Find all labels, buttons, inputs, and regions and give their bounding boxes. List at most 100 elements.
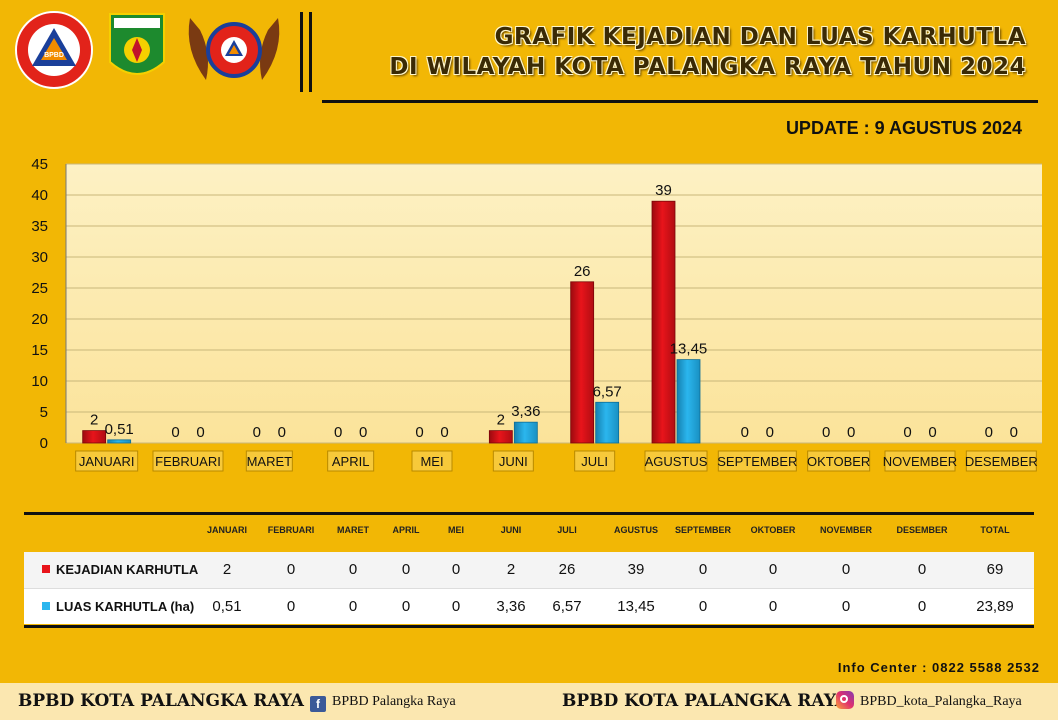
x-tick-label: JUNI (499, 454, 528, 469)
table-cell: 0 (768, 561, 778, 578)
table-column-header: NOVEMBER (819, 525, 873, 535)
table-cell: 2 (506, 561, 516, 578)
table-column-header: MARET (337, 525, 369, 535)
data-label-kejadian: 2 (497, 412, 505, 429)
data-label-luas: 0 (278, 424, 286, 441)
x-tick-label: MEI (420, 454, 443, 469)
x-category-box (152, 450, 224, 472)
row-label-text: KEJADIAN KARHUTLA (56, 562, 199, 577)
table-row-kejadian: KEJADIAN KARHUTLA 2 0 0 0 0 2 26 39 0 0 0 0 69 (24, 552, 1034, 588)
table-cell: 23,89 (976, 598, 1014, 615)
legend-swatch-kejadian (42, 565, 50, 573)
data-label-luas: 13,45 (670, 341, 708, 358)
table-cell: 0 (841, 598, 851, 615)
instagram-icon (836, 691, 854, 709)
x-tick-label: OKTOBER (807, 454, 870, 469)
data-label-luas: 0 (196, 424, 204, 441)
data-label-luas: 0,51 (105, 421, 134, 438)
y-tick-label: 40 (31, 187, 48, 204)
footer-instagram[interactable]: BPBD_kota_Palangka_Raya (836, 683, 1022, 720)
y-tick-label: 25 (31, 280, 48, 297)
bar-luas (676, 359, 701, 444)
x-tick-label: JULI (581, 454, 608, 469)
data-label-kejadian: 2 (90, 412, 98, 429)
x-tick-label: AGUSTUS (645, 454, 708, 469)
title-line-1: GRAFIK KEJADIAN DAN LUAS KARHUTLA (494, 24, 1026, 50)
table-cell: 0 (348, 561, 358, 578)
data-label-luas: 6,57 (593, 383, 622, 400)
table-column-header: JULI (557, 525, 577, 535)
footer-org-middle: BPBD KOTA PALANGKA RAYA (562, 691, 848, 711)
row-label: LUAS KARHUTLA (ha) (42, 589, 194, 625)
table-header: JANUARI FEBRUARI MARET APRIL MEI JUNI JULI AGUS… (24, 525, 1034, 541)
data-label-kejadian: 0 (741, 424, 749, 441)
bar-kejadian (488, 430, 513, 444)
table-column-header: DESEMBER (896, 525, 948, 535)
data-label-luas: 0 (928, 424, 936, 441)
title-line-2: DI WILAYAH KOTA PALANGKA RAYA TAHUN 2024 (389, 54, 1026, 80)
table-cell: 0 (698, 598, 708, 615)
data-label-luas: 3,36 (511, 403, 540, 420)
bar-luas (595, 401, 620, 444)
data-label-kejadian: 0 (415, 424, 423, 441)
x-category-box (965, 450, 1037, 472)
table-cell: 0 (768, 598, 778, 615)
x-category-box (807, 450, 871, 472)
footer-facebook[interactable]: f BPBD Palangka Raya (310, 683, 456, 720)
row-label: KEJADIAN KARHUTLA (42, 552, 198, 588)
update-date: UPDATE : 9 AGUSTUS 2024 (785, 118, 1022, 138)
data-label-kejadian: 0 (985, 424, 993, 441)
x-tick-label: FEBRUARI (155, 454, 221, 469)
row-label-text: LUAS KARHUTLA (ha) (56, 599, 195, 614)
bpbd-logo-text: BPBD (44, 52, 64, 59)
data-label-luas: 0 (847, 424, 855, 441)
instagram-handle: BPBD_kota_Palangka_Raya (860, 694, 1022, 709)
footer-org-left: BPBD KOTA PALANGKA RAYA (18, 691, 304, 711)
bar-luas (107, 439, 132, 444)
data-label-kejadian: 0 (171, 424, 179, 441)
table-cell: 13,45 (617, 598, 655, 615)
y-tick-label: 0 (40, 435, 48, 452)
table-column-header: JANUARI (206, 525, 248, 535)
y-tick-label: 15 (31, 342, 48, 359)
header-divider (300, 12, 314, 92)
x-category-box (644, 450, 708, 472)
table-cell: 69 (986, 561, 1004, 578)
data-label-kejadian: 39 (655, 182, 672, 199)
table-cell: 39 (627, 561, 645, 578)
palangka-raya-emblem-icon (109, 13, 165, 75)
y-tick-label: 20 (31, 311, 48, 328)
table-column-header: APRIL (392, 525, 420, 535)
table-cell: 0 (401, 598, 411, 615)
data-label-luas: 0 (1010, 424, 1018, 441)
table-cell: 0 (451, 561, 461, 578)
table-column-header: FEBRUARI (267, 525, 315, 535)
table-column-header: SEPTEMBER (674, 525, 732, 535)
table-cell: 0 (451, 598, 461, 615)
data-label-luas: 0 (766, 424, 774, 441)
facebook-icon: f (310, 696, 326, 712)
y-tick-label: 5 (40, 404, 48, 421)
x-category-box (492, 450, 534, 472)
x-tick-label: APRIL (332, 454, 370, 469)
table-cell: 0 (841, 561, 851, 578)
y-tick-label: 35 (31, 218, 48, 235)
x-category-box (75, 450, 139, 472)
table-column-header: MEI (447, 525, 465, 535)
y-tick-label: 30 (31, 249, 48, 266)
table-cell: 0 (401, 561, 411, 578)
y-tick-label: 10 (31, 373, 48, 390)
facebook-handle: BPBD Palangka Raya (332, 694, 456, 709)
table-cell: 0 (348, 598, 358, 615)
table-cell: 6,57 (552, 598, 582, 615)
x-tick-label: SEPTEMBER (717, 454, 797, 469)
table-column-header: JUNI (500, 525, 522, 535)
x-category-box (717, 450, 797, 472)
data-label-luas: 0 (440, 424, 448, 441)
bar-kejadian (82, 430, 107, 444)
table-cell: 26 (558, 561, 576, 578)
x-category-box (411, 450, 453, 472)
x-category-box (574, 450, 616, 472)
data-label-kejadian: 0 (334, 424, 342, 441)
